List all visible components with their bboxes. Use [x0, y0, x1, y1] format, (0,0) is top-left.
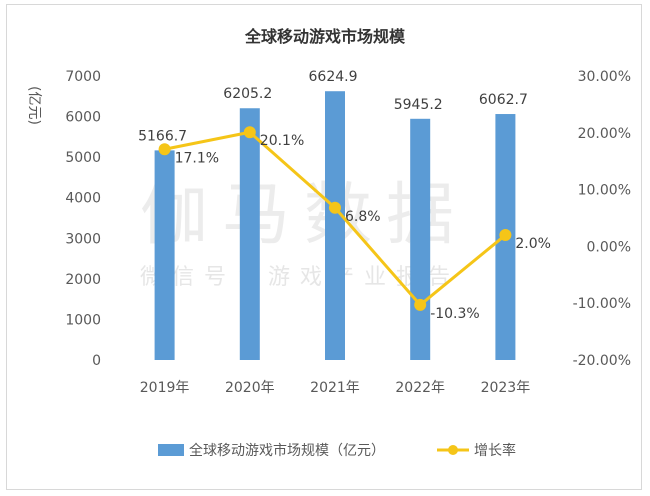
left-tick-label: 6000 [65, 110, 101, 126]
right-tick-label: 0.00% [587, 239, 631, 255]
right-tick-label: 20.00% [578, 126, 631, 142]
left-tick-label: 1000 [65, 312, 101, 328]
watermark-main: 伽马数据 [140, 176, 468, 255]
growth-point [329, 201, 341, 214]
chart-title: 全球移动游戏市场规模 [244, 27, 406, 46]
growth-value-label: -10.3% [430, 306, 480, 322]
left-tick-label: 2000 [65, 272, 101, 288]
left-tick-label: 3000 [65, 231, 101, 247]
x-axis-ticks: 2019年 2020年 2021年 2022年 2023年 [140, 380, 530, 396]
left-axis-label: (亿元) [26, 86, 42, 125]
chart-frame [6, 4, 642, 490]
right-axis-ticks: -20.00% -10.00% 0.00% 10.00% 20.00% 30.00% [573, 69, 631, 369]
bar-value-labels: 5166.7 6205.2 6624.9 5945.2 6062.7 [138, 69, 528, 144]
legend-line-marker [448, 445, 458, 455]
legend-bar-swatch [158, 444, 184, 456]
bar [325, 91, 345, 360]
legend-bar-label: 全球移动游戏市场规模（亿元） [189, 442, 385, 459]
bar [239, 108, 260, 360]
right-tick-label: -20.00% [573, 353, 631, 369]
bar-value-label: 5945.2 [394, 97, 443, 113]
growth-point [414, 298, 427, 311]
right-tick-label: 10.00% [578, 183, 631, 199]
growth-point [499, 229, 512, 242]
line-value-labels: 17.1% 20.1% 6.8% -10.3% 2.0% [175, 133, 551, 322]
left-tick-label: 0 [92, 353, 101, 369]
x-tick-label: 2023年 [481, 380, 531, 396]
watermark-sub: 微信号：游戏产业报告 [140, 265, 460, 290]
x-tick-label: 2019年 [140, 380, 190, 396]
growth-value-label: 17.1% [175, 150, 219, 166]
x-tick-label: 2022年 [395, 380, 445, 396]
left-axis-ticks: 0 1000 2000 3000 4000 5000 6000 7000 [65, 69, 101, 369]
growth-value-label: 20.1% [260, 133, 304, 149]
bar-value-label: 6624.9 [309, 69, 358, 85]
bar-value-label: 5166.7 [138, 128, 187, 144]
growth-point [158, 143, 171, 156]
legend: 全球移动游戏市场规模（亿元） 增长率 [158, 442, 516, 459]
bar-value-label: 6062.7 [479, 92, 528, 108]
legend-line-label: 增长率 [474, 442, 516, 459]
bar [154, 150, 175, 360]
x-tick-label: 2021年 [310, 380, 360, 396]
right-tick-label: -10.00% [573, 296, 631, 312]
left-tick-label: 5000 [65, 150, 101, 166]
bar [410, 118, 431, 361]
left-tick-label: 7000 [65, 69, 101, 85]
line-series [158, 126, 512, 311]
growth-value-label: 6.8% [345, 209, 381, 225]
left-tick-label: 4000 [65, 191, 101, 207]
growth-point [243, 126, 256, 139]
growth-value-label: 2.0% [515, 236, 551, 252]
right-tick-label: 30.00% [578, 69, 631, 85]
watermark: 伽马数据 微信号：游戏产业报告 [140, 176, 468, 290]
bar-value-label: 6205.2 [223, 86, 272, 102]
x-tick-label: 2020年 [225, 380, 275, 396]
